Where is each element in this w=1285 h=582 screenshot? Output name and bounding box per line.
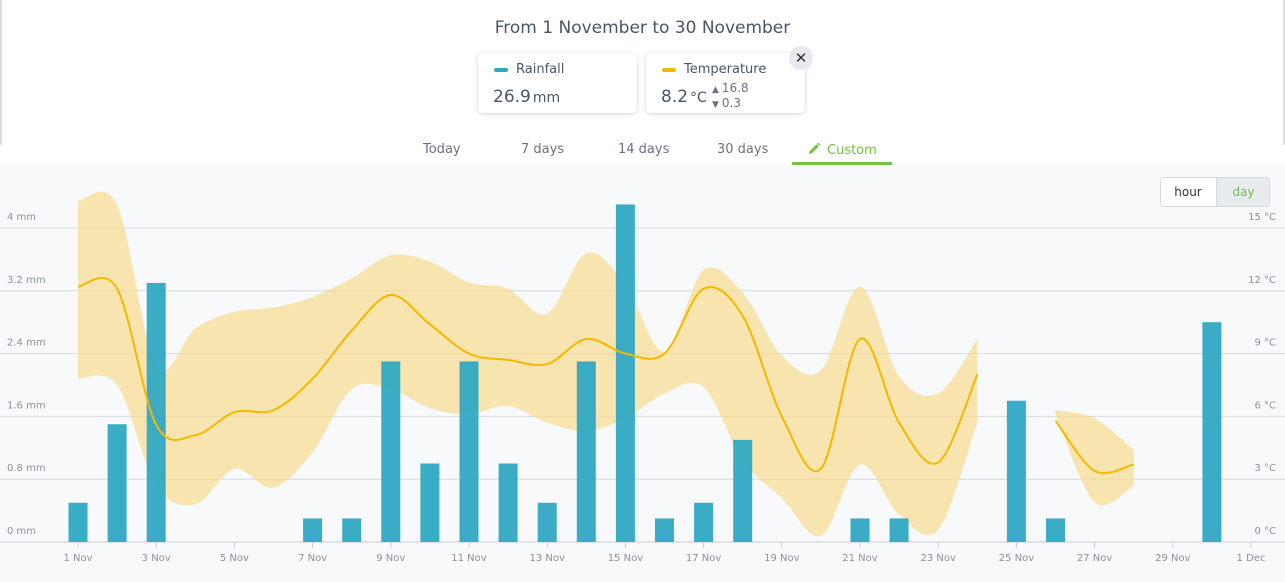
rainfall-bar[interactable] <box>576 361 596 542</box>
rainfall-bar[interactable] <box>694 502 714 542</box>
pencil-icon <box>809 142 821 154</box>
temperature-line <box>77 277 1134 475</box>
rainfall-bar[interactable] <box>107 424 127 542</box>
x-tick-label: 17 Nov <box>686 553 722 564</box>
rainfall-bar[interactable] <box>498 463 518 543</box>
x-tick-label: 29 Nov <box>1155 553 1191 564</box>
tab-14-days[interactable]: 14 days <box>618 142 670 157</box>
y-left-tick-label: 0.8 mm <box>7 463 46 474</box>
rainfall-bar[interactable] <box>889 518 909 542</box>
x-tick-label: 25 Nov <box>999 553 1035 564</box>
y-right-tick-label: 9 °C <box>1254 338 1276 349</box>
rainfall-bar[interactable] <box>1202 322 1222 542</box>
rainfall-bars <box>68 204 1222 543</box>
rainfall-bar[interactable] <box>655 518 674 542</box>
rainfall-label: Rainfall <box>516 62 565 77</box>
max-icon: ▲ <box>712 85 719 95</box>
granularity-toggle[interactable]: hour day <box>1160 177 1270 207</box>
temperature-value: 8.2 <box>661 87 689 107</box>
period-tabs: Today 7 days 14 days 30 days Custom <box>0 138 1285 168</box>
rainfall-unit: mm <box>532 90 561 106</box>
toggle-day[interactable]: day <box>1216 178 1269 206</box>
y-right-tick-label: 0 °C <box>1254 526 1276 537</box>
temperature-line-segment <box>1054 419 1134 475</box>
y-left-tick-label: 3.2 mm <box>7 275 46 286</box>
rainfall-bar[interactable] <box>303 518 323 542</box>
y-right-tick-label: 6 °C <box>1254 400 1276 411</box>
page-title: From 1 November to 30 November <box>494 18 791 38</box>
y-left-tick-label: 2.4 mm <box>7 338 46 349</box>
frame-left-border <box>0 0 2 145</box>
temperature-range-area <box>1055 410 1134 506</box>
x-tick-label: 5 Nov <box>220 553 249 564</box>
x-tick-label: 7 Nov <box>298 553 327 564</box>
y-right-tick-label: 3 °C <box>1254 463 1276 474</box>
rainfall-bar[interactable] <box>459 361 479 542</box>
rainfall-bar[interactable] <box>537 502 557 542</box>
tab-custom[interactable]: Custom <box>807 142 877 158</box>
temperature-unit: °C <box>690 90 707 106</box>
x-tick-label: 3 Nov <box>142 553 171 564</box>
rainfall-legend-swatch <box>494 68 508 72</box>
temperature-legend-swatch <box>662 68 676 72</box>
active-tab-indicator <box>792 162 892 165</box>
temperature-min: ▼ 0.3 <box>712 96 741 110</box>
temperature-label: Temperature <box>684 62 767 77</box>
temperature-average: 8.2 °C <box>661 87 707 107</box>
y-right-tick-label: 12 °C <box>1248 275 1276 286</box>
tab-7-days[interactable]: 7 days <box>521 142 565 157</box>
temperature-max: ▲ 16.8 <box>712 81 749 95</box>
min-icon: ▼ <box>712 100 719 110</box>
rainfall-bar[interactable] <box>733 439 753 542</box>
rainfall-bar[interactable] <box>381 361 401 542</box>
y-left-tick-label: 4 mm <box>7 212 36 223</box>
x-tick-label: 13 Nov <box>529 553 565 564</box>
y-left-tick-label: 1.6 mm <box>7 400 46 411</box>
axis-labels: 0 mm 0.8 mm 1.6 mm 2.4 mm 3.2 mm 4 mm 0 °C 3 °C… <box>7 212 1276 564</box>
y-right-tick-label: 15 °C <box>1248 212 1276 223</box>
x-tick-label: 1 Nov <box>63 553 92 564</box>
tab-30-days[interactable]: 30 days <box>717 142 769 157</box>
rainfall-bar[interactable] <box>146 282 166 542</box>
rainfall-total: 26.9 mm <box>493 87 560 107</box>
x-tick-label: 19 Nov <box>764 553 800 564</box>
x-tick-label: 9 Nov <box>376 553 405 564</box>
temperature-max-value: 16.8 <box>721 81 749 95</box>
x-tick-label: 11 Nov <box>451 553 487 564</box>
rainfall-bar[interactable] <box>420 463 440 543</box>
x-tick-label: 15 Nov <box>608 553 644 564</box>
frame-right-border <box>1283 0 1285 145</box>
rainfall-bar[interactable] <box>850 518 870 542</box>
rainfall-bar[interactable] <box>615 204 635 542</box>
temperature-range-band <box>78 191 1134 537</box>
temperature-line-segment <box>77 277 979 473</box>
rainfall-value: 26.9 <box>493 87 531 107</box>
rainfall-bar[interactable] <box>1046 518 1065 542</box>
temperature-summary-card[interactable]: Temperature 8.2 °C ▲ 16.8 ▼ 0.3 <box>646 53 805 113</box>
x-tick-label: 1 Dec <box>1237 553 1266 564</box>
rainfall-bar[interactable] <box>342 518 362 542</box>
rainfall-bar[interactable] <box>68 502 88 542</box>
x-tick-label: 23 Nov <box>920 553 956 564</box>
temperature-min-value: 0.3 <box>721 96 742 110</box>
tab-custom-label: Custom <box>827 143 877 158</box>
rainfall-bar[interactable] <box>1006 400 1026 542</box>
y-left-tick-label: 0 mm <box>7 526 36 537</box>
toggle-hour[interactable]: hour <box>1174 185 1202 199</box>
close-icon[interactable]: ✕ <box>789 46 813 70</box>
rainfall-summary-card[interactable]: Rainfall 26.9 mm <box>478 53 637 113</box>
x-tick-label: 21 Nov <box>842 553 878 564</box>
tab-today[interactable]: Today <box>423 142 461 157</box>
x-tick-label: 27 Nov <box>1077 553 1113 564</box>
